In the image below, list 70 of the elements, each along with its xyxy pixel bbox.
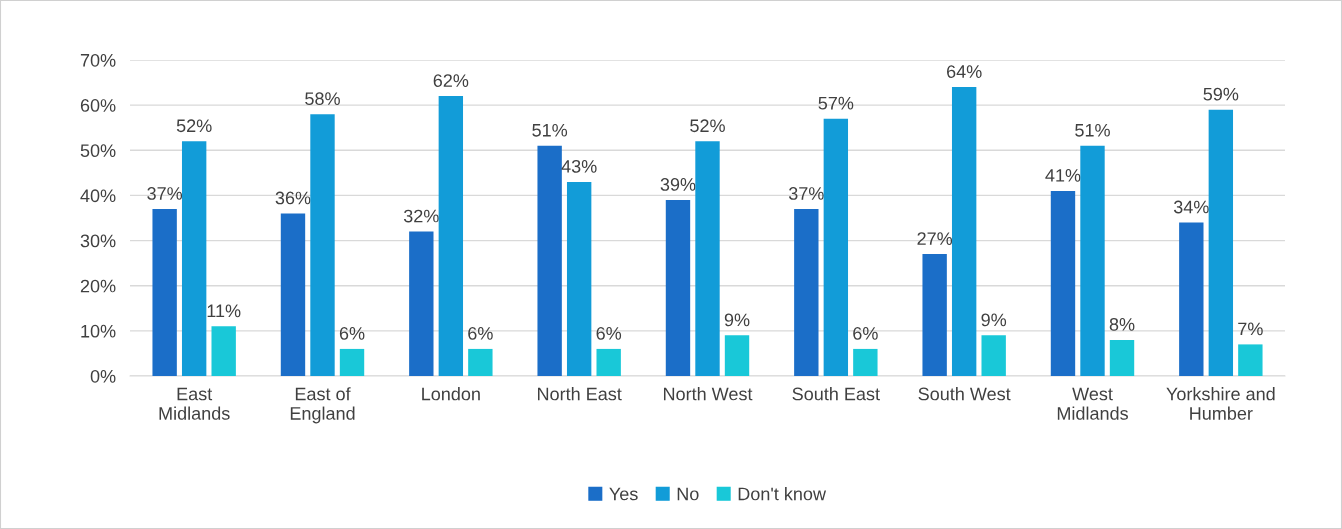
y-tick-label: 20% [80,279,116,293]
bar [724,335,750,376]
data-label: 27% [917,232,953,245]
y-tick-label: 10% [81,324,116,338]
data-label: 51% [1075,123,1110,137]
data-label: 32% [403,209,439,223]
bar [1208,109,1234,376]
y-tick-label: 0% [90,369,116,383]
y-tick-label: 30% [80,234,116,248]
x-tick-label: North East [538,387,622,401]
bar [1109,339,1135,376]
legend-label: No [677,487,699,501]
bar [438,96,464,376]
data-label: 9% [724,313,750,327]
bar [409,231,434,376]
data-label: 34% [1173,200,1209,214]
data-label: 7% [1238,322,1263,336]
x-tick-label: West Midlands [1057,387,1128,420]
bar [794,208,819,376]
data-label: 6% [596,327,622,340]
legend-label: Yes [609,487,638,501]
bar [823,118,849,376]
y-tick-label: 40% [80,189,116,203]
bar [280,213,306,376]
data-label: 9% [981,313,1007,327]
bar [922,254,947,376]
bar [310,114,335,376]
data-label: 62% [433,74,469,87]
data-label: 52% [690,119,725,133]
x-tick-label: East Midlands [159,387,230,420]
data-label: 51% [532,123,568,137]
data-label: 64% [947,65,982,78]
bar [951,87,977,376]
data-label: 8% [1109,317,1135,331]
legend-label: Don't know [738,487,827,501]
x-tick-label: Yorkshire and Humber [1166,387,1275,420]
x-tick-label: East of England [290,387,355,424]
data-label: 59% [1203,87,1239,101]
bar [1080,145,1105,376]
data-label: 57% [818,96,854,110]
bar [339,348,365,376]
data-label: 6% [468,327,493,340]
bar [152,208,177,376]
data-label: 11% [207,304,241,318]
x-tick-label: London [422,387,480,401]
y-tick-label: 50% [80,144,116,158]
bar [665,199,691,376]
bar [1179,222,1204,376]
data-label: 37% [147,187,183,200]
bar [695,141,720,376]
x-tick-label: North West [663,387,753,401]
data-label: 37% [788,187,824,200]
bar [853,348,878,376]
bar [181,141,207,376]
y-tick-label: 60% [80,99,116,112]
y-tick-label: 70% [80,53,116,67]
bar [468,348,493,376]
x-tick-label: South West [918,387,1011,401]
bar [1050,190,1076,376]
bar [566,181,592,376]
x-tick-label: South East [792,387,880,401]
bar [1238,344,1263,376]
bar [981,335,1006,376]
bar [537,145,562,376]
data-label: 52% [176,119,212,133]
data-label: 58% [305,92,340,106]
data-label: 6% [339,327,365,340]
bar [211,326,236,376]
bar [596,348,621,376]
data-label: 6% [853,327,878,340]
